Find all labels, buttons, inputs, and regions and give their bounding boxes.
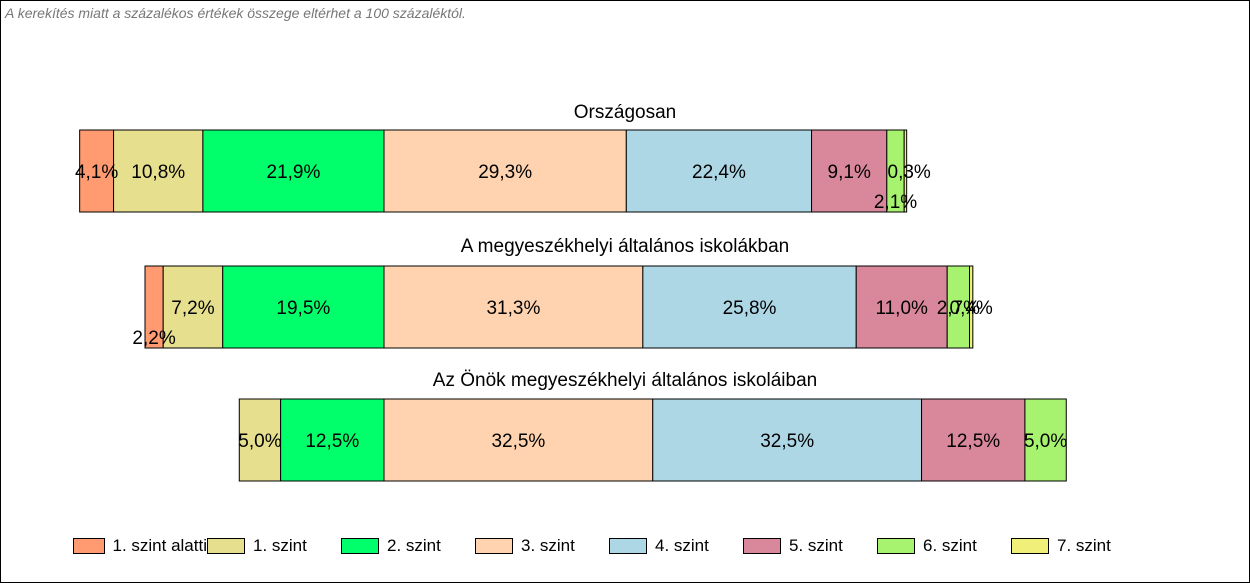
legend-item: 1. szint alatti	[73, 536, 207, 556]
data-label: 7,2%	[171, 298, 214, 319]
bar-segment	[811, 129, 888, 213]
bar-segment	[969, 265, 974, 349]
bar-segment	[383, 265, 644, 349]
data-label: 0,4%	[950, 298, 993, 319]
legend-swatch	[207, 538, 245, 554]
data-label: 11,0%	[875, 298, 928, 319]
data-label: 4,1%	[75, 162, 118, 183]
data-label: 2,1%	[874, 192, 917, 213]
data-label: 10,8%	[131, 162, 185, 183]
data-label: 2,2%	[132, 328, 175, 349]
legend-label: 5. szint	[789, 536, 843, 555]
legend-swatch	[1011, 538, 1049, 554]
bar-segment	[238, 398, 282, 482]
legend-item: 3. szint	[475, 536, 609, 556]
legend-item: 4. szint	[609, 536, 743, 556]
legend-item: 6. szint	[877, 536, 1011, 556]
legend-label: 3. szint	[521, 536, 575, 555]
bar-segment	[903, 129, 908, 213]
bar-segment	[921, 398, 1026, 482]
data-label: 0,3%	[888, 162, 931, 183]
bar-segment	[1024, 398, 1067, 482]
legend-item: 2. szint	[341, 536, 475, 556]
data-label: 12,5%	[305, 431, 359, 452]
data-label: 32,5%	[491, 431, 545, 452]
bar-title: A megyeszékhelyi általános iskolákban	[461, 236, 789, 257]
data-label: 21,9%	[267, 162, 321, 183]
data-label: 5,0%	[1024, 431, 1067, 452]
data-label: 12,5%	[946, 431, 1000, 452]
legend: 1. szint alatti 1. szint 2. szint 3. szint 4…	[73, 536, 1145, 556]
data-label: 31,3%	[486, 298, 540, 319]
bar-segment	[222, 265, 385, 349]
data-label: 32,5%	[760, 431, 814, 452]
legend-item: 5. szint	[743, 536, 877, 556]
data-label: 25,8%	[723, 298, 777, 319]
legend-label: 6. szint	[923, 536, 977, 555]
legend-label: 2. szint	[387, 536, 441, 555]
bar-title: Az Önök megyeszékhelyi általános iskolái…	[433, 370, 817, 391]
bar-segment	[383, 398, 654, 482]
rounding-note: A kerekítés miatt a százalékos értékek ö…	[5, 5, 466, 21]
bar-segment	[383, 129, 627, 213]
legend-label: 4. szint	[655, 536, 709, 555]
legend-label: 1. szint alatti	[112, 536, 208, 555]
legend-swatch	[475, 538, 513, 554]
data-label: 29,3%	[478, 162, 532, 183]
bar-segment	[625, 129, 813, 213]
legend-label: 1. szint	[253, 536, 307, 555]
data-label: 9,1%	[828, 162, 871, 183]
legend-swatch	[73, 538, 105, 554]
bar-segment	[113, 129, 204, 213]
legend-swatch	[341, 538, 379, 554]
bar-segment	[652, 398, 923, 482]
legend-swatch	[609, 538, 647, 554]
legend-label: 7. szint	[1057, 536, 1111, 555]
data-label: 19,5%	[276, 298, 330, 319]
data-label: 22,4%	[692, 162, 746, 183]
bar-segment	[642, 265, 857, 349]
data-label: 2,7%	[937, 298, 980, 319]
bar-segment	[280, 398, 385, 482]
legend-swatch	[743, 538, 781, 554]
bar-title: Országosan	[574, 102, 676, 123]
legend-item: 7. szint	[1011, 536, 1145, 556]
legend-swatch	[877, 538, 915, 554]
legend-item: 1. szint	[207, 536, 341, 556]
data-label: 5,0%	[238, 431, 281, 452]
